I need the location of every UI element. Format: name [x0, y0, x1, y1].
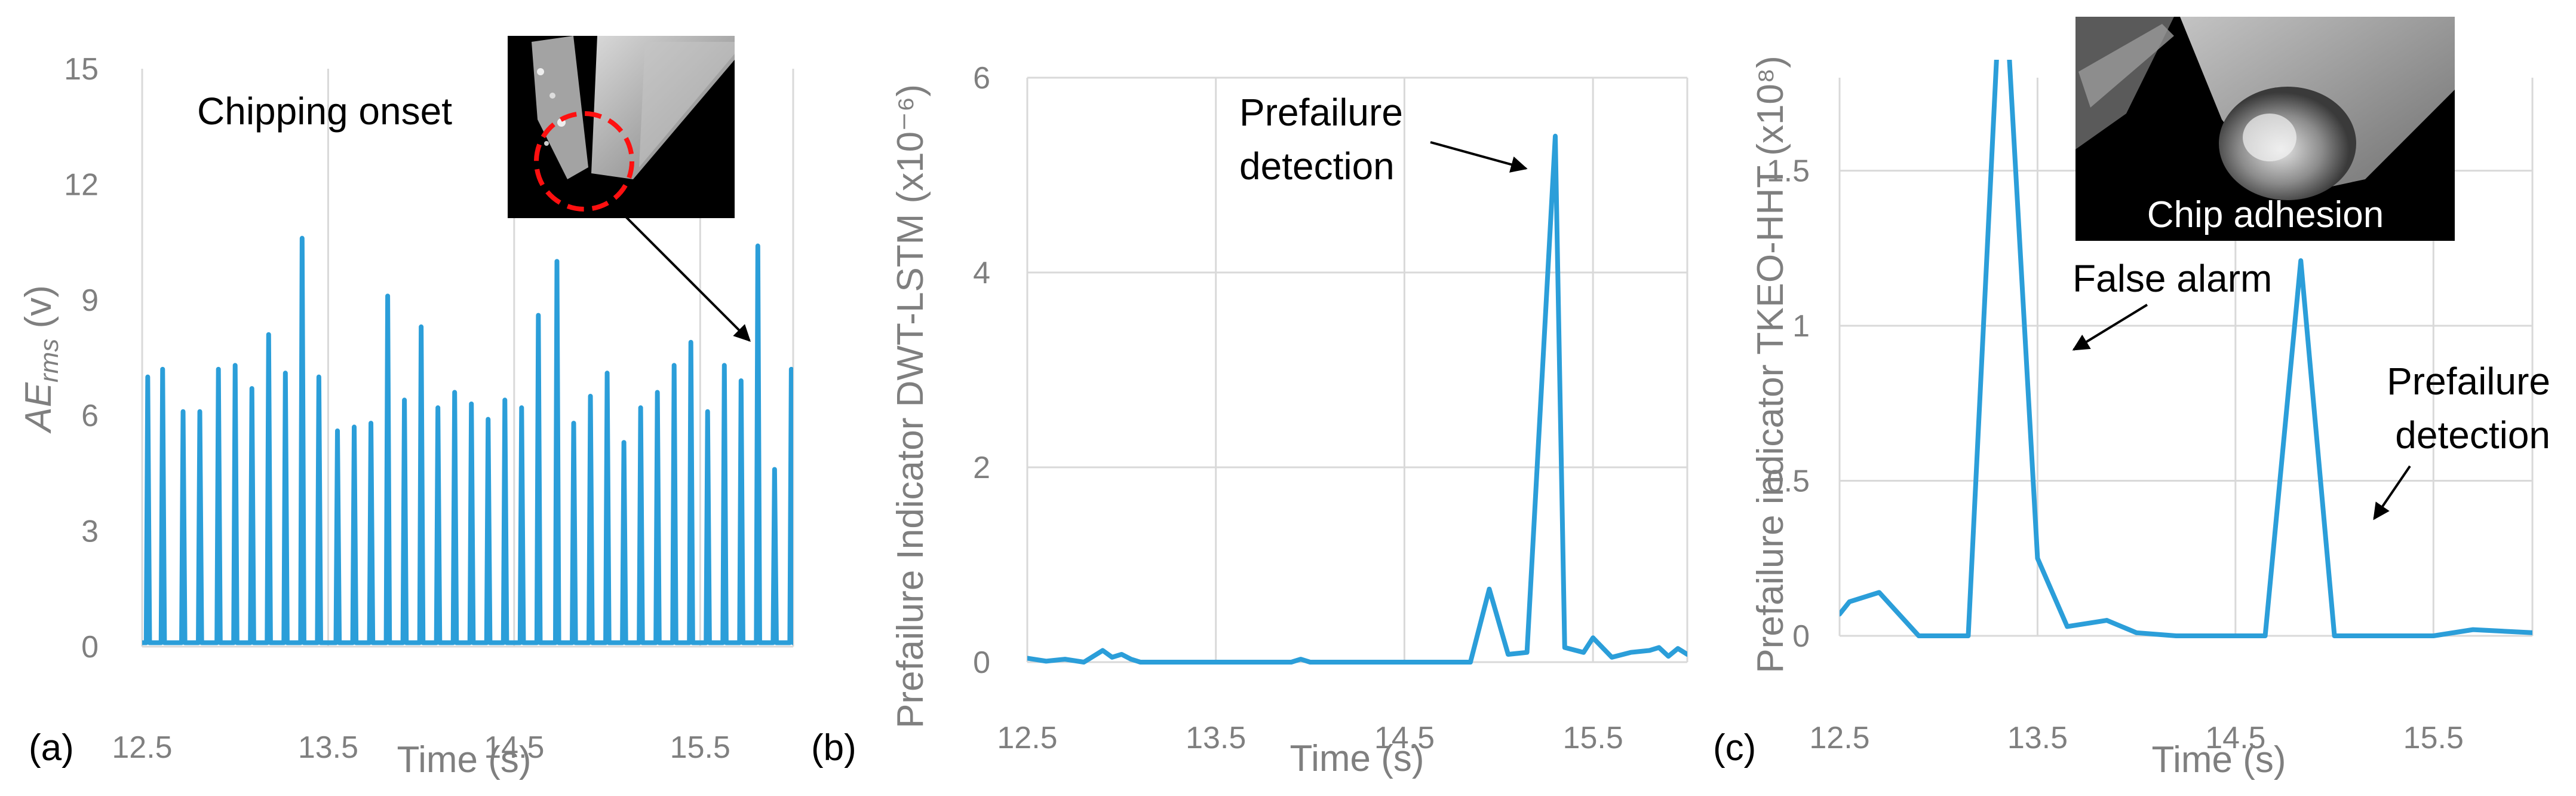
panel-b: 12.5 13.5 14.5 15.5 0 2 4 6 Prefailure Indicato… — [811, 61, 1688, 779]
y-axis-title-a-sub: rms — [35, 339, 64, 382]
arrow-false-alarm — [2072, 304, 2148, 351]
panel-label-a: (a) — [29, 727, 74, 769]
chipping-highlight-circle — [534, 111, 634, 212]
y-tick-label-b-1: 2 — [973, 451, 990, 485]
tick-labels-a: 12.5 13.5 14.5 15.5 0 3 6 9 12 15 — [64, 52, 730, 765]
tick-labels-c: 12.5 13.5 14.5 15.5 0 0.5 1 1.5 — [1767, 154, 2464, 755]
annotation-chipping-onset: Chipping onset — [197, 90, 452, 133]
x-tick-label-c-0: 12.5 — [1809, 721, 1869, 755]
inset-photo-chipping — [508, 36, 735, 218]
y-tick-label-a-4: 12 — [64, 167, 99, 202]
panel-c: 12.5 13.5 14.5 15.5 0 0.5 1 1.5 Prefailure indi… — [1713, 17, 2550, 780]
x-tick-label-b-1: 13.5 — [1186, 721, 1246, 755]
x-tick-label-a-3: 15.5 — [670, 730, 730, 765]
series-line-a — [142, 235, 793, 645]
y-axis-title-a: AErms (v) — [18, 285, 64, 434]
x-tick-label-b-3: 15.5 — [1563, 721, 1623, 755]
y-tick-label-c-2: 1 — [1792, 309, 1810, 344]
y-axis-title-a-main: AE — [18, 382, 59, 434]
y-tick-label-c-3: 1.5 — [1767, 154, 1810, 189]
x-tick-label-a-2: 14.5 — [484, 730, 544, 765]
y-tick-label-b-0: 0 — [973, 645, 990, 680]
arrow-prefailure-c — [2373, 465, 2411, 521]
x-axis-title-b: Time (s) — [1290, 738, 1424, 779]
x-tick-label-c-3: 15.5 — [2403, 721, 2464, 755]
x-tick-label-c-2: 14.5 — [2205, 721, 2265, 755]
inset-photo-chip-adhesion — [2075, 17, 2455, 241]
y-tick-label-a-0: 0 — [81, 630, 99, 665]
panel-label-c: (c) — [1713, 727, 1756, 769]
annotation-prefailure-b-line1: Prefailure — [1239, 91, 1403, 134]
annotation-prefailure-b-line2: detection — [1239, 145, 1395, 188]
y-tick-label-b-2: 4 — [973, 256, 990, 290]
x-axis-title-a: Time (s) — [397, 739, 532, 780]
y-axis-title-b: Prefailure Indicator DWT-LSTM (x10⁻⁶) — [890, 84, 931, 728]
arrow-prefailure-b — [1430, 141, 1528, 173]
x-tick-label-b-2: 14.5 — [1374, 721, 1435, 755]
y-tick-label-c-1: 0.5 — [1767, 464, 1810, 499]
y-tick-label-b-3: 6 — [973, 61, 990, 96]
panel-a: 12.5 13.5 14.5 15.5 0 3 6 9 12 15 AErms (v) Time … — [18, 36, 794, 780]
annotation-false-alarm: False alarm — [2073, 257, 2272, 300]
arrow-chipping-onset — [620, 211, 751, 342]
x-axis-title-c: Time (s) — [2152, 739, 2286, 780]
x-tick-label-a-1: 13.5 — [298, 730, 358, 765]
y-axis-title-c: Prefailure indicator TKEO-HHT (x10⁸) — [1750, 56, 1791, 673]
x-tick-label-c-1: 13.5 — [2007, 721, 2068, 755]
x-tick-label-a-0: 12.5 — [112, 730, 172, 765]
series-line-c — [1840, 60, 2532, 638]
panel-label-b: (b) — [811, 727, 856, 769]
annotation-prefailure-c-line2: detection — [2395, 414, 2550, 457]
annotation-prefailure-c-line1: Prefailure — [2387, 360, 2550, 403]
y-tick-label-a-2: 6 — [81, 399, 99, 433]
tick-labels-b: 12.5 13.5 14.5 15.5 0 2 4 6 — [973, 61, 1623, 755]
y-tick-label-c-0: 0 — [1792, 619, 1810, 654]
y-tick-label-a-3: 9 — [81, 283, 99, 318]
inset-caption-chip-adhesion: Chip adhesion — [2147, 194, 2384, 235]
y-tick-label-a-5: 15 — [64, 52, 99, 87]
x-tick-label-b-0: 12.5 — [997, 721, 1057, 755]
y-axis-title-a-unit: (v) — [18, 285, 59, 339]
y-tick-label-a-1: 3 — [81, 515, 99, 549]
series-line-b — [1027, 133, 1687, 665]
